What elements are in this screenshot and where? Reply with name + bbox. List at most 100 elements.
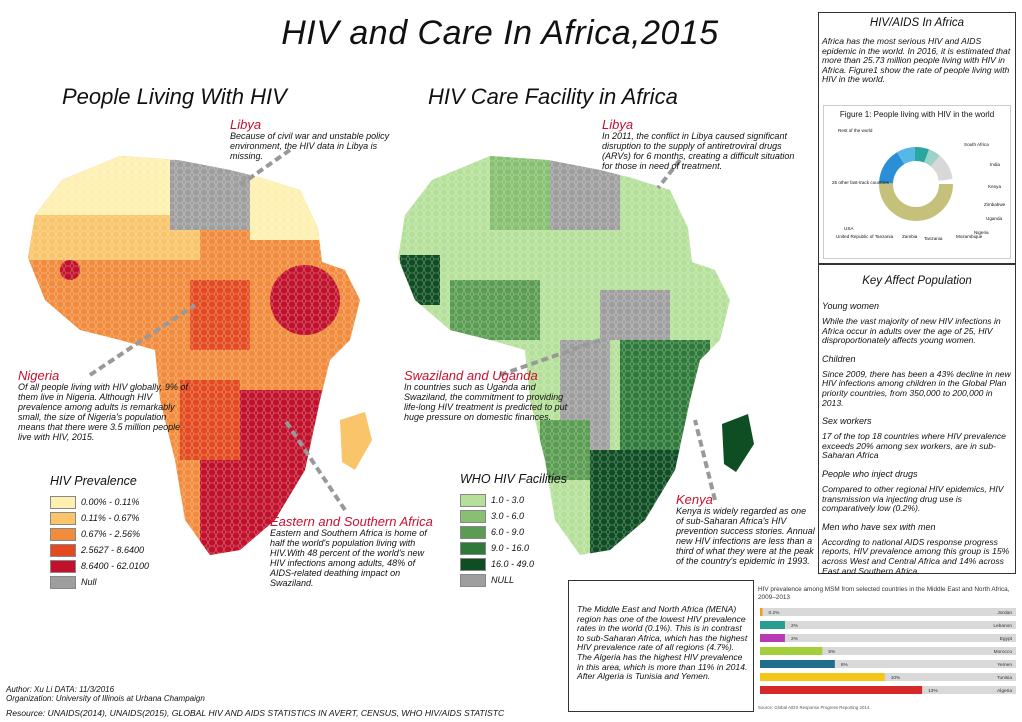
main-title: HIV and Care In Africa,2015 bbox=[281, 14, 719, 52]
bar-value-label: 0.2% bbox=[768, 610, 780, 616]
bar-yemen bbox=[760, 660, 835, 668]
key-section-text: 17 of the top 18 countries where HIV pre… bbox=[822, 431, 1006, 461]
bar-track bbox=[760, 660, 1016, 668]
bar-value-label: 5% bbox=[828, 649, 836, 655]
figure1-label: Kenya bbox=[988, 184, 1002, 189]
key-section-heading: People who inject drugs bbox=[822, 468, 918, 479]
bar-value-label: 6% bbox=[841, 662, 849, 668]
mena-text-1: The Middle East and North Africa (MENA) … bbox=[577, 604, 748, 653]
bar-morocco bbox=[760, 647, 823, 655]
figure1-donut bbox=[879, 147, 953, 221]
key-section-text: Compared to other regional HIV epidemics… bbox=[822, 483, 1004, 514]
prevalence-legend-item: 8.6400 - 62.0100 bbox=[50, 558, 149, 574]
facility-legend-swatch bbox=[460, 541, 486, 555]
nigeria-note: Of all people living with HIV globally, … bbox=[18, 382, 188, 442]
libya-note-right: In 2011, the conflict in Libya caused si… bbox=[602, 131, 795, 171]
facility-legend-label: NULL bbox=[491, 575, 515, 585]
prevalence-legend-swatch bbox=[50, 575, 76, 589]
msm-bars: 0.2% Jordan 2% Lebanon 2% Egypt 5% Morocco 6% Yem… bbox=[760, 608, 1016, 694]
facility-legend-swatch bbox=[460, 525, 486, 539]
bar-category-label: Tunisia bbox=[997, 675, 1013, 681]
bar-value-label: 2% bbox=[791, 623, 799, 629]
prevalence-legend-swatch bbox=[50, 511, 76, 525]
prevalence-legend-swatch bbox=[50, 543, 76, 557]
figure1-label: India bbox=[990, 162, 1000, 167]
prevalence-legend-swatch bbox=[50, 559, 76, 573]
prevalence-legend-label: 0.11% - 0.67% bbox=[81, 513, 140, 523]
bar-value-label: 10% bbox=[891, 675, 901, 681]
figure1-box: Figure 1: People living with HIV in the … bbox=[823, 105, 1011, 259]
msm-chart-title: HIV prevalence among MSM from selected c… bbox=[758, 586, 1010, 601]
key-section-heading: Sex workers bbox=[822, 416, 872, 427]
facility-legend-item: 1.0 - 3.0 bbox=[460, 492, 567, 508]
aids-panel-title: HIV/AIDS In Africa bbox=[869, 17, 965, 29]
prevalence-legend-label: 2.5627 - 8.6400 bbox=[81, 545, 145, 555]
right-map-title: HIV Care Facility in Africa bbox=[428, 84, 678, 109]
key-section-heading: Young women bbox=[822, 301, 880, 311]
facility-legend-swatch bbox=[460, 509, 486, 523]
facility-legend-label: 1.0 - 3.0 bbox=[491, 495, 525, 505]
bar-algeria bbox=[760, 686, 923, 694]
facility-legend-label: 6.0 - 9.0 bbox=[491, 527, 525, 537]
mena-panel: The Middle East and North Africa (MENA) … bbox=[568, 580, 754, 712]
key-section-text: According to national AIDS response prog… bbox=[822, 536, 1010, 576]
key-panel-title: Key Affect Population bbox=[862, 275, 972, 287]
facility-legend-item: 3.0 - 6.0 bbox=[460, 508, 567, 524]
bar-category-label: Morocco bbox=[994, 649, 1013, 655]
prevalence-legend-item: 0.11% - 0.67% bbox=[50, 510, 149, 526]
facility-legend-label: 3.0 - 6.0 bbox=[491, 511, 525, 521]
figure1-label: Uganda bbox=[986, 216, 1003, 221]
msm-chart-source: Source: Global AIDS Response Progress Re… bbox=[758, 705, 871, 710]
figure1-label: Nigeria bbox=[974, 230, 989, 235]
kenya-note: Kenya is widely regarded as one of sub-S… bbox=[676, 506, 815, 566]
kenya-heading: Kenya bbox=[676, 492, 713, 507]
key-section-text: While the vast majority of new HIV infec… bbox=[822, 316, 1001, 346]
bar-category-label: Algeria bbox=[997, 688, 1012, 694]
facility-legend-swatch bbox=[460, 573, 486, 587]
figure1-label: Rest of the world bbox=[838, 128, 873, 133]
facility-legend-swatch bbox=[460, 557, 486, 571]
bar-track bbox=[760, 673, 1016, 681]
bar-lebanon bbox=[760, 621, 785, 629]
prevalence-legend-item: 0.67% - 2.56% bbox=[50, 526, 149, 542]
hiv-prevalence-legend: HIV Prevalence 0.00% - 0.11% 0.11% - 0.67… bbox=[50, 474, 149, 590]
author-credit: Author: Xu Li DATA: 11/3/2016 bbox=[6, 685, 115, 694]
madagascar-left bbox=[340, 412, 372, 470]
libya-heading-left: Libya bbox=[230, 117, 262, 132]
prevalence-legend-swatch bbox=[50, 527, 76, 541]
facility-legend-item: 6.0 - 9.0 bbox=[460, 524, 567, 540]
bar-value-label: 13% bbox=[928, 688, 938, 694]
bar-track bbox=[760, 647, 1016, 655]
libya-heading-right: Libya bbox=[602, 117, 634, 132]
who-facilities-legend: WHO HIV Facilities 1.0 - 3.0 3.0 - 6.0 6.0… bbox=[460, 472, 567, 588]
prevalence-legend-label: Null bbox=[81, 577, 97, 587]
prevalence-legend-label: 8.6400 - 62.0100 bbox=[81, 561, 150, 571]
facility-legend-swatch bbox=[460, 493, 486, 507]
figure1-label: 25 other fast-track countries bbox=[832, 180, 889, 185]
prevalence-legend-item: 2.5627 - 8.6400 bbox=[50, 542, 149, 558]
bar-category-label: Egypt bbox=[1000, 636, 1013, 642]
facility-legend-label: 16.0 - 49.0 bbox=[491, 559, 535, 569]
prevalence-legend-label: 0.00% - 0.11% bbox=[81, 497, 140, 507]
prevalence-legend-item: Null bbox=[50, 574, 149, 590]
eastern-heading: Eastern and Southern Africa bbox=[270, 514, 433, 529]
bar-track bbox=[760, 634, 1016, 642]
figure1-label: Tanzania bbox=[924, 236, 943, 241]
figure1-label: United Republic of Tanzania bbox=[836, 234, 894, 239]
bar-value-label: 2% bbox=[791, 636, 799, 642]
facility-legend-label: 9.0 - 16.0 bbox=[491, 543, 530, 553]
prevalence-legend-label: 0.67% - 2.56% bbox=[81, 529, 141, 539]
bar-jordan bbox=[760, 608, 763, 616]
key-section-text: Since 2009, there has been a 43% decline… bbox=[822, 368, 1011, 408]
figure1-label: USA bbox=[844, 226, 854, 231]
aids-panel-text: Africa has the most serious HIV and AIDS… bbox=[822, 36, 1011, 85]
legend-title-left: HIV Prevalence bbox=[50, 474, 137, 488]
organization-credit: Organization: University of Illinois at … bbox=[6, 694, 205, 703]
facility-legend-item: NULL bbox=[460, 572, 567, 588]
figure1-label: Zimbabwe bbox=[984, 202, 1006, 207]
figure1-label: Zambia bbox=[902, 234, 918, 239]
libya-note-left: Because of civil war and unstable policy… bbox=[230, 131, 390, 161]
msm-chart: HIV prevalence among MSM from selected c… bbox=[756, 582, 1018, 712]
key-section-heading: Children bbox=[822, 353, 856, 364]
